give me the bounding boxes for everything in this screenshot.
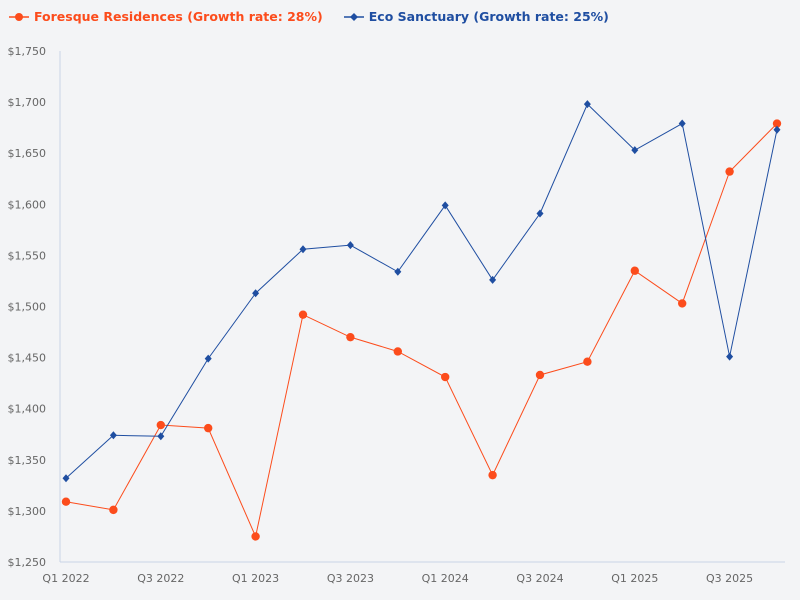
data-point [62, 474, 70, 483]
x-tick-label: Q3 2022 [137, 572, 184, 585]
data-point [441, 201, 449, 210]
x-tick-label: Q3 2025 [706, 572, 753, 585]
legend-item-foresque[interactable]: Foresque Residences (Growth rate: 28%) [8, 9, 323, 24]
y-tick-label: $1,300 [8, 505, 47, 518]
y-tick-label: $1,700 [8, 96, 47, 109]
data-point [773, 125, 781, 134]
data-point [109, 431, 117, 440]
data-point [61, 497, 71, 506]
x-tick-label: Q3 2024 [516, 572, 563, 585]
x-tick-label: Q1 2025 [611, 572, 658, 585]
x-tick-label: Q1 2024 [422, 572, 469, 585]
legend-label: Eco Sanctuary (Growth rate: 25%) [368, 9, 609, 24]
data-point [489, 275, 497, 284]
y-tick-label: $1,250 [8, 556, 47, 569]
y-tick-label: $1,600 [8, 198, 47, 211]
data-point [251, 532, 260, 541]
data-point [726, 352, 734, 361]
circle-marker-icon [9, 12, 29, 21]
legend-label: Foresque Residences (Growth rate: 28%) [34, 9, 323, 24]
data-point [252, 289, 260, 298]
data-point [772, 119, 782, 128]
y-tick-label: $1,550 [8, 249, 47, 262]
y-tick-label: $1,500 [8, 301, 47, 314]
y-tick-label: $1,400 [8, 403, 47, 416]
x-tick-label: Q3 2023 [327, 572, 374, 585]
data-point [630, 266, 639, 275]
data-point [631, 146, 639, 155]
series-line-0 [65, 123, 778, 539]
x-tick-label: Q1 2022 [42, 572, 89, 585]
diamond-marker-icon [343, 12, 364, 21]
data-point [678, 119, 686, 128]
data-point [725, 167, 734, 176]
y-tick-label: $1,750 [8, 45, 47, 58]
legend: Foresque Residences (Growth rate: 28%) E… [8, 9, 609, 24]
data-point [298, 310, 308, 319]
data-point [488, 470, 497, 480]
data-point [441, 372, 450, 382]
data-point [299, 245, 307, 254]
data-point [393, 347, 402, 356]
data-point [583, 357, 592, 366]
data-point [535, 370, 545, 380]
series-line-1 [65, 103, 778, 479]
data-point [346, 241, 354, 250]
x-tick-label: Q1 2023 [232, 572, 279, 585]
data-point [536, 209, 544, 218]
data-point [678, 299, 687, 308]
data-point [156, 420, 165, 430]
data-point [394, 267, 402, 276]
data-point [583, 100, 591, 109]
data-point [109, 505, 118, 515]
data-point [157, 432, 165, 441]
y-tick-label: $1,450 [8, 352, 47, 365]
data-point [346, 332, 355, 342]
data-point [204, 354, 212, 363]
data-point [204, 423, 213, 433]
legend-item-eco[interactable]: Eco Sanctuary (Growth rate: 25%) [343, 9, 609, 24]
y-tick-label: $1,650 [8, 147, 47, 160]
y-tick-label: $1,350 [8, 454, 47, 467]
